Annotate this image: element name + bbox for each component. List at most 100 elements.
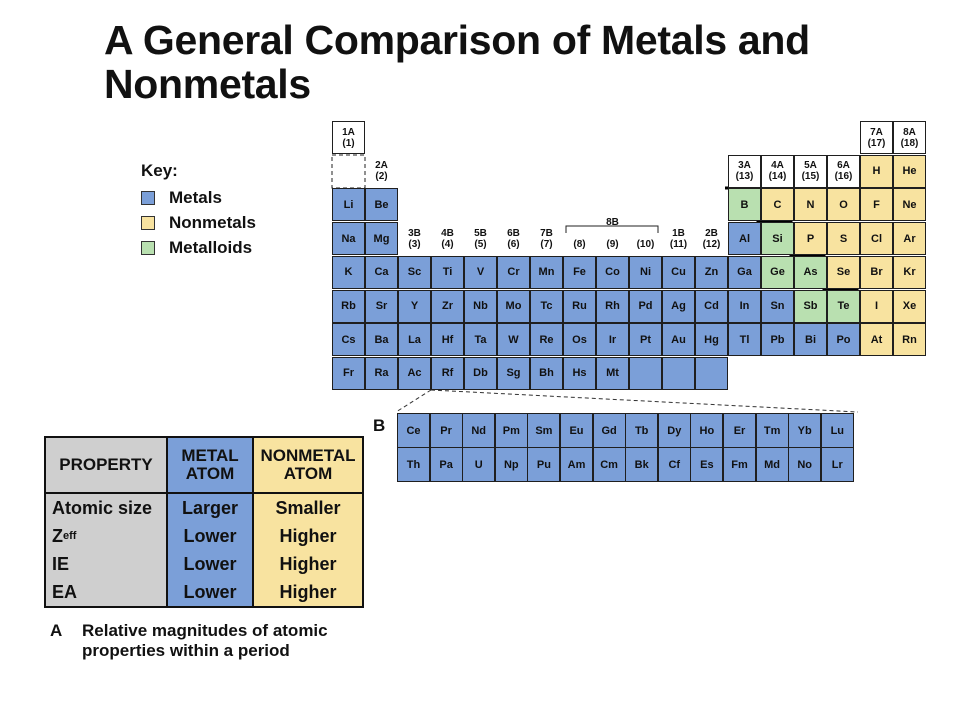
element-cell: Ga [728, 255, 761, 289]
element-cell: Tc [530, 289, 563, 323]
metal-cell: Lower [183, 581, 237, 602]
lanthanide-cell: Pr [429, 413, 463, 448]
element-cell: F [860, 188, 893, 222]
group-label: 5A (15) [794, 154, 827, 188]
element-cell: P [794, 222, 827, 256]
element-cell: Co [596, 255, 629, 289]
element-cell: Pt [629, 323, 662, 357]
actinide-cell: Cf [657, 447, 691, 482]
element-cell: Rh [596, 289, 629, 323]
lanthanide-cell: Lu [820, 413, 854, 448]
hydrogen-placeholder [331, 154, 366, 189]
metal-cell: Lower [183, 525, 237, 546]
element-cell: Ta [464, 323, 497, 357]
actinide-cell: Cm [592, 447, 626, 482]
metal-cell: Larger [181, 497, 239, 518]
group-label: 1B (11) [669, 227, 688, 250]
group-label: 2A (2) [375, 160, 388, 183]
element-cell: Rn [893, 323, 926, 357]
element-cell: Rf [431, 356, 464, 390]
lanthanide-cell: Yb [788, 413, 822, 448]
element-cell: Mo [497, 289, 530, 323]
element-cell: I [860, 289, 893, 323]
group-label: 2B (12) [702, 227, 721, 250]
nonmetal-swatch [141, 215, 155, 230]
element-cell: Fr [332, 356, 365, 390]
lanthanide-cell: Ce [397, 413, 430, 448]
lanthanide-cell: Tb [625, 413, 659, 448]
element-cell: Ne [893, 188, 926, 222]
fblock-connector-right [430, 389, 859, 413]
element-cell: Cr [497, 255, 530, 289]
element-cell [695, 356, 728, 390]
element-cell: Ge [761, 255, 794, 289]
group-label: 8A (18) [893, 121, 926, 154]
legend-item-nonmetals: Nonmetals [141, 210, 256, 235]
element-cell: Re [530, 323, 563, 357]
element-cell: Li [332, 188, 365, 222]
legend-item-metals: Metals [141, 185, 256, 210]
metal-header: METAL ATOM [168, 438, 252, 494]
element-cell: Ru [563, 289, 596, 323]
element-cell: Fe [563, 255, 596, 289]
element-cell: Ra [365, 356, 398, 390]
legend: Key: Metals Nonmetals Metalloids [141, 160, 256, 260]
element-cell: Zn [695, 255, 728, 289]
nonmetal-cell: Higher [279, 553, 337, 574]
element-cell: N [794, 188, 827, 222]
property-subscript: eff [63, 530, 77, 542]
legend-label: Metalloids [169, 237, 253, 257]
element-cell: B [728, 188, 761, 222]
actinide-cell: Md [755, 447, 789, 482]
element-cell: Xe [893, 289, 926, 323]
group-label: (8) [573, 238, 586, 250]
panel-b-label: B [373, 416, 386, 435]
lanthanide-cell: Er [723, 413, 756, 448]
property-cell: Z eff [46, 522, 166, 550]
element-cell: Te [827, 289, 860, 323]
element-cell: Ba [365, 323, 398, 357]
page-title: A General Comparison of Metals and Nonme… [104, 17, 810, 107]
caption-a-text: Relative magnitudes of atomic properties… [82, 621, 328, 660]
element-cell: Hg [695, 323, 728, 357]
element-cell: S [827, 222, 860, 256]
element-cell: Y [398, 289, 431, 323]
group-label: 4B (4) [441, 227, 454, 250]
element-cell: C [761, 188, 794, 222]
element-cell: Au [662, 323, 695, 357]
group-label: 8B [606, 216, 619, 228]
element-cell: Po [827, 323, 860, 357]
element-cell: Mt [596, 356, 629, 390]
group-label: 3A (13) [728, 154, 761, 188]
actinide-cell: Es [690, 447, 724, 482]
property-cell: IE [52, 553, 70, 574]
element-cell: Al [728, 222, 761, 256]
element-cell: Bi [794, 323, 827, 357]
legend-label: Nonmetals [169, 212, 256, 232]
property-cell: Atomic size [52, 497, 153, 518]
element-cell: Sn [761, 289, 794, 323]
lanthanide-cell: Sm [527, 413, 561, 448]
actinide-cell: U [462, 447, 496, 482]
element-cell: Ac [398, 356, 431, 390]
element-cell: Sc [398, 255, 431, 289]
lanthanide-cell: Nd [462, 413, 496, 448]
element-cell: Na [332, 222, 365, 256]
lanthanide-cell: Pm [494, 413, 528, 448]
group-label: 6A (16) [827, 154, 860, 188]
element-cell: Br [860, 255, 893, 289]
element-cell: O [827, 188, 860, 222]
element-cell: At [860, 323, 893, 357]
element-cell: Bh [530, 356, 563, 390]
caption-a-letter: A [50, 621, 63, 640]
lanthanide-cell: Dy [657, 413, 691, 448]
fblock-connector-left [395, 389, 432, 413]
nonmetal-header: NONMETAL ATOM [254, 438, 362, 494]
element-cell: Hf [431, 323, 464, 357]
legend-title: Key: [141, 161, 178, 180]
group-label: (10) [636, 238, 655, 250]
actinide-cell: Th [397, 447, 430, 482]
element-cell: Cu [662, 255, 695, 289]
property-comparison-table: PROPERTY Atomic size Z eff IE EA METAL A… [44, 436, 364, 608]
element-cell [662, 356, 695, 390]
